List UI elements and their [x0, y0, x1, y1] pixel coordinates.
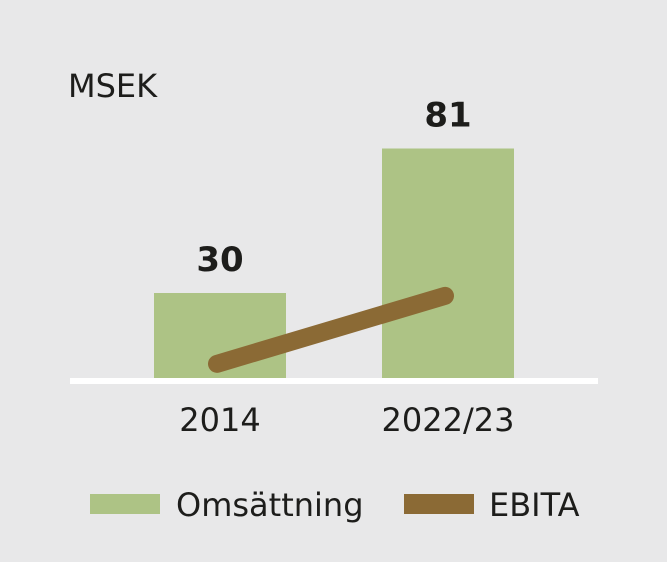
legend-label-omsattning: Omsättning: [176, 486, 364, 524]
bar-value-label: 30: [196, 240, 243, 280]
bar-value-label: 81: [424, 96, 471, 136]
bar-2022-23: [382, 148, 514, 378]
legend-swatch-ebita: [404, 494, 474, 514]
ebita-line: [208, 286, 454, 373]
x-tick-label: 2022/23: [382, 401, 515, 439]
unit-label: MSEK: [68, 67, 158, 105]
bar-series-omsattning: 30 81: [154, 96, 514, 378]
x-tick-label: 2014: [179, 401, 260, 439]
legend: Omsättning EBITA: [90, 486, 580, 524]
x-axis-ticks: 2014 2022/23: [179, 401, 514, 439]
legend-label-ebita: EBITA: [489, 486, 580, 524]
line-series-ebita: [208, 286, 454, 373]
legend-swatch-omsattning: [90, 494, 160, 514]
